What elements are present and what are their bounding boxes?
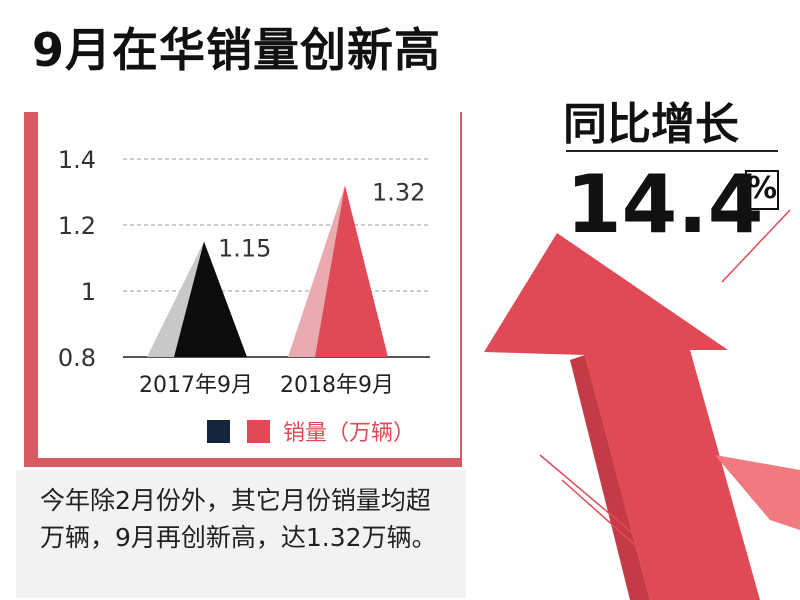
bar-value-label: 1.15 [218, 235, 271, 263]
y-tick-label: 1 [81, 278, 96, 306]
up-arrow-shape [484, 233, 760, 600]
value-labels: 1.15 1.32 [218, 178, 425, 262]
y-tick-label: 1.2 [58, 212, 96, 240]
decor-line [539, 454, 701, 591]
bar-mark [174, 241, 247, 357]
bar-mark [315, 185, 388, 357]
percent-sign-box: % [745, 170, 779, 210]
caption-box [16, 470, 466, 598]
chart-panel [38, 100, 460, 458]
x-tick-label: 2018年9月 [280, 373, 394, 398]
decor-line [561, 479, 681, 586]
decor-line [721, 209, 791, 283]
y-tick-label: 0.8 [58, 344, 96, 372]
caption-text: 今年除2月份外，其它月份销量均超万辆，9月再创新高，达1.32万辆。 [40, 486, 437, 552]
legend-swatch-2018 [247, 420, 270, 443]
legend-swatch-2017 [207, 420, 230, 443]
legend-label: 销量（万辆） [283, 421, 415, 446]
arrow-highlight-shape [715, 455, 800, 530]
yoy-growth-value: 14.4 [566, 158, 764, 251]
x-tick-label: 2017年9月 [139, 373, 253, 398]
bar-value-label: 1.32 [372, 178, 425, 206]
arrow-shadow-shape [570, 355, 650, 600]
y-tick-label: 1.4 [58, 146, 96, 174]
x-tick-labels: 2017年9月 2018年9月 [139, 373, 394, 398]
y-tick-labels: 0.8 1 1.2 1.4 [58, 146, 96, 372]
page-title: 9月在华销量创新高 [32, 23, 442, 77]
bar-marks [147, 185, 388, 357]
yoy-growth-label: 同比增长 [563, 99, 739, 150]
yoy-underline [566, 150, 778, 152]
